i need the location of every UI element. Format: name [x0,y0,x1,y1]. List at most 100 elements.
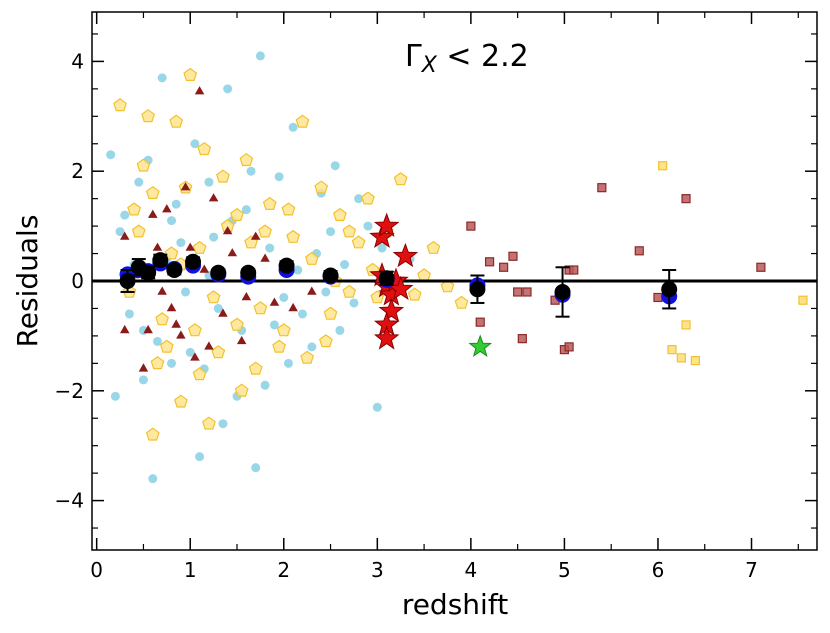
x-tick-label: 5 [558,558,571,582]
gold-square-point [681,320,691,330]
darkred-triangle-point [236,335,247,345]
gold-pentagon-point [145,427,160,441]
cyan-point [138,375,148,385]
cyan-point [279,292,289,302]
gold-square-point [676,353,686,363]
cyan-point [181,287,191,297]
darkred-triangle-point [171,319,181,328]
gold-pentagon-point [407,287,422,301]
darkred-triangle-point [199,264,209,273]
gold-pentagon-point [286,229,301,243]
cyan-point [349,298,359,308]
darkred-triangle-point [180,182,191,191]
cyan-point [377,243,387,253]
brown-square-point [564,342,574,352]
brown-square-point [466,221,476,231]
brown-square-point [569,265,579,275]
x-tick-label: 7 [745,558,758,582]
binned-black-point [278,257,295,274]
cyan-point [120,210,130,220]
red-star-point [378,297,405,323]
darkred-triangle-point [307,286,317,295]
darkred-triangle-point [120,324,130,334]
cyan-point [274,172,284,182]
cyan-point [326,227,336,237]
gold-pentagon-point [192,240,207,254]
gold-pentagon-point [304,251,319,265]
gold-pentagon-point [239,152,254,167]
gold-pentagon-point [216,169,230,183]
binned-black-point [140,264,157,281]
cyan-point [372,402,382,412]
gold-pentagon-point [183,67,198,82]
gold-pentagon-point [332,207,347,221]
cyan-point [209,232,219,242]
darkred-triangle-point [157,286,167,295]
cyan-point [293,265,303,275]
gold-pentagon-point [281,202,296,216]
gold-pentagon-point [192,367,207,381]
cyan-point [190,139,200,149]
gold-pentagon-point [314,180,329,194]
gold-square-point [658,161,668,171]
cyan-point [185,347,195,357]
cyan-point [283,358,293,368]
cyan-point [269,320,279,330]
darkred-triangle-point [143,324,153,334]
annotation-rest: < 2.2 [437,39,529,74]
darkred-triangle-point [260,253,270,262]
darkred-triangle-point [162,204,172,213]
darkred-triangle-point [185,242,195,251]
gold-pentagon-point [169,114,184,128]
gold-pentagon-point [131,224,146,238]
gold-pentagon-point [230,207,244,221]
cyan-point [171,199,181,209]
darkred-triangle-point [241,292,252,301]
x-tick-label: 3 [371,558,384,582]
cyan-point [106,150,116,160]
red-star-point [373,325,400,350]
gold-pentagon-point [351,235,366,249]
gold-pentagon-point [393,172,408,186]
cyan-point [176,238,186,248]
y-tick-label: −2 [55,379,84,403]
brown-square-point [756,262,766,272]
cyan-point [321,287,331,297]
gold-pentagon-point [155,312,170,326]
y-tick-label: 0 [71,269,84,293]
red-star-point [373,212,400,237]
gold-pentagon-point [173,394,188,408]
gold-pentagon-point [454,295,469,309]
green-star-point [468,334,493,357]
darkred-triangle-point [194,86,205,95]
gold-square-point [667,345,677,355]
gold-pentagon-point [164,246,179,260]
darkred-triangle-point [227,248,238,257]
gold-pentagon-point [258,224,272,238]
darkred-triangle-point [288,302,298,312]
data-layer [92,51,817,484]
x-tick-label: 1 [184,558,197,582]
darkred-triangle-point [250,231,261,240]
brown-square-point [597,183,607,193]
darkred-triangle-point [120,231,130,240]
cyan-point [167,358,177,368]
cyan-point [195,452,205,462]
brown-square-point [475,317,485,327]
brown-square-point [634,246,644,256]
x-tick-label: 0 [90,558,103,582]
x-tick-label: 6 [652,558,665,582]
darkred-triangle-point [176,330,186,339]
binned-black-point [119,273,136,289]
gold-pentagon-point [127,202,142,216]
annotation-gamma: Γ [405,39,422,74]
gold-pentagon-point [342,224,357,238]
cyan-point [115,227,125,237]
gold-square-point [690,356,700,366]
gold-pentagon-point [248,361,263,375]
binned-black-point [210,264,227,281]
y-tick-label: 4 [71,49,84,73]
cyan-point [340,260,350,270]
binned-black-point [166,262,183,279]
